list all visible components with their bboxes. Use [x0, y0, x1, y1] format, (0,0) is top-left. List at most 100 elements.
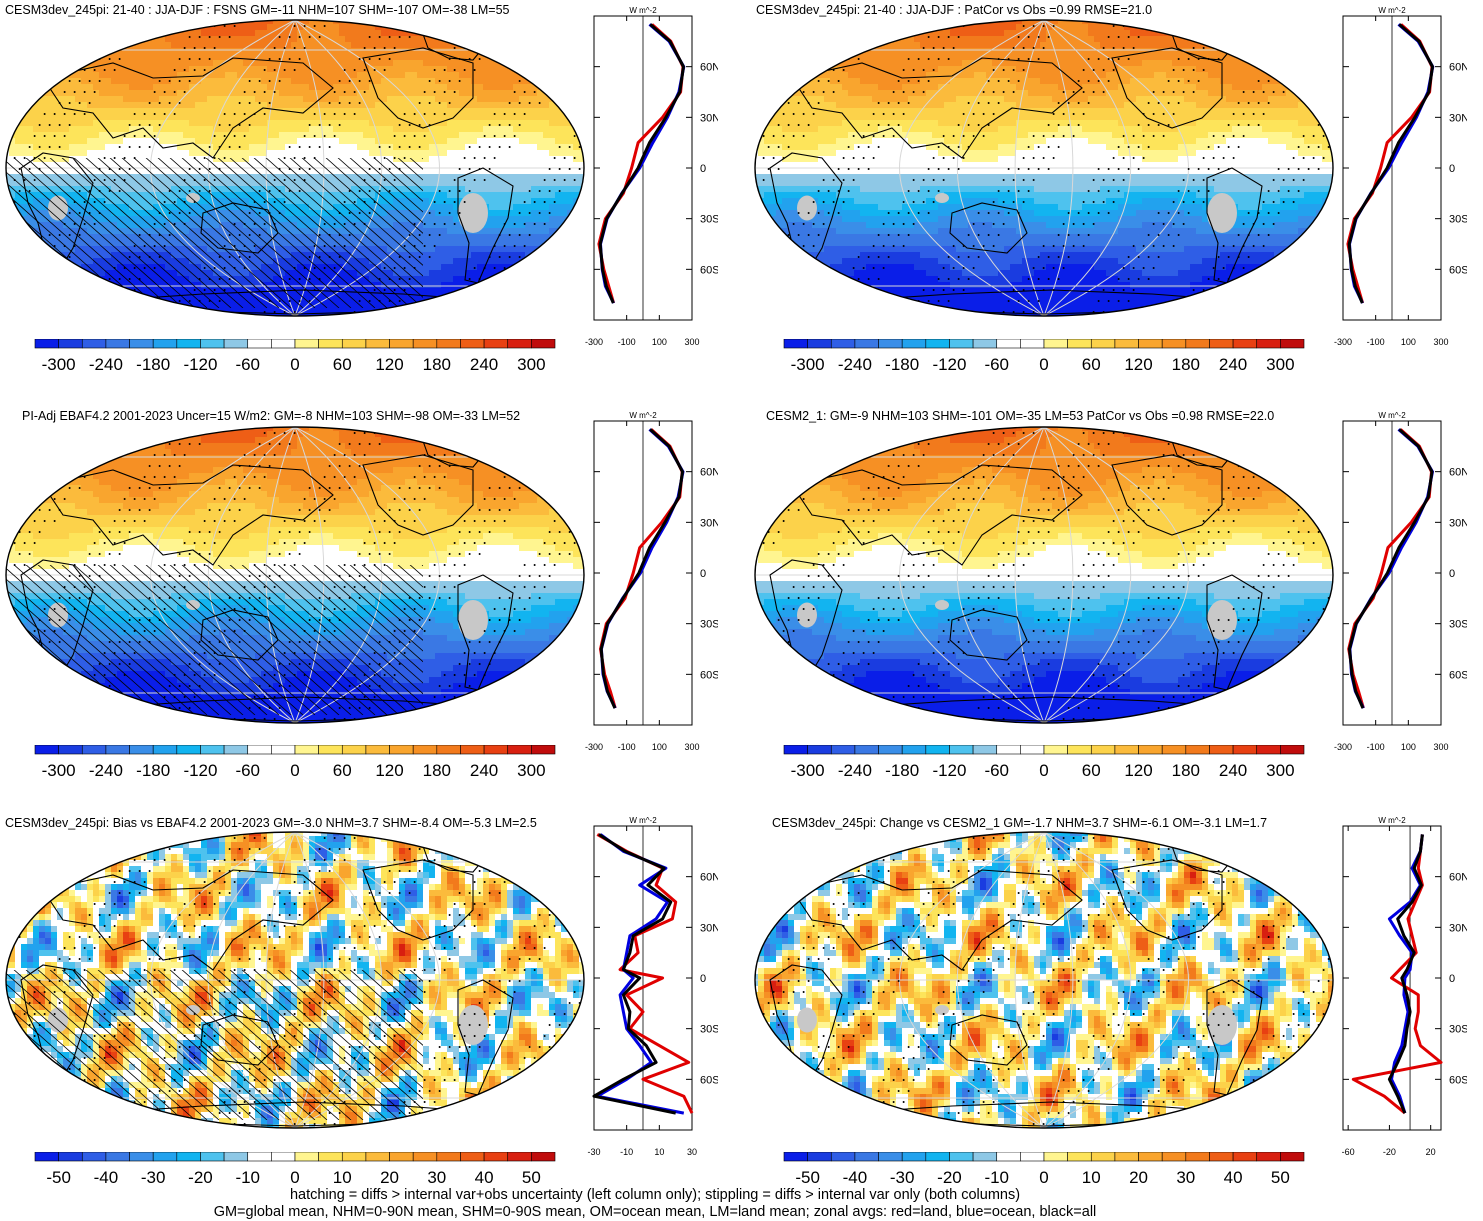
- panel-1-title: CESM3dev_245pi: 21-40 : JJA-DJF : FSNS G…: [5, 3, 510, 17]
- zonal-units-label: W m^-2: [629, 6, 657, 15]
- colorbar-swatch: [531, 745, 556, 755]
- zonal-units-label: W m^-2: [629, 816, 657, 825]
- colorbar-tick-label: 20: [1129, 1168, 1148, 1187]
- colorbar-tick-label: -300: [42, 761, 76, 780]
- panel-3-colorbar: -300 -240 -180 -120 -60 0 60 120 180 240 300: [34, 745, 556, 780]
- colorbar-tick-label: -10: [984, 1168, 1009, 1187]
- colorbar-swatch: [34, 745, 59, 755]
- colorbar-swatch: [223, 1152, 249, 1162]
- colorbar-swatch: [1067, 745, 1092, 755]
- footer-legend-note: GM=global mean, NHM=0-90N mean, SHM=0-90…: [0, 1204, 1310, 1220]
- colorbar-tick-label: 300: [517, 355, 545, 374]
- zonal-y-tick-label: 60N: [700, 872, 718, 884]
- colorbar-swatch: [129, 339, 154, 349]
- colorbar-swatch: [1020, 339, 1045, 349]
- colorbar-swatch: [58, 1152, 83, 1162]
- colorbar-swatch: [318, 745, 343, 755]
- zonal-units-label: W m^-2: [629, 411, 657, 420]
- colorbar-swatch: [129, 1152, 154, 1162]
- zonal-x-tick-label: -60: [1342, 1147, 1355, 1157]
- colorbar-swatch: [152, 1152, 178, 1162]
- zonal-series-line: [1387, 834, 1424, 1114]
- colorbar-tick-label: 30: [1176, 1168, 1195, 1187]
- colorbar-swatch: [996, 1152, 1021, 1162]
- colorbar-swatch: [925, 745, 950, 755]
- colorbar-swatch: [783, 1152, 808, 1162]
- panel-6-title: CESM3dev_245pi: Change vs CESM2_1 GM=-1.…: [772, 816, 1267, 830]
- colorbar-swatch: [389, 1152, 414, 1162]
- colorbar-tick-label: -300: [791, 355, 825, 374]
- colorbar-tick-label: -120: [183, 761, 217, 780]
- colorbar-tick-label: 300: [517, 761, 545, 780]
- colorbar-swatch: [1280, 1152, 1305, 1162]
- colorbar-swatch: [972, 1152, 998, 1162]
- panel-5-map: [5, 831, 585, 1129]
- colorbar-swatch: [1232, 339, 1258, 349]
- colorbar-tick-label: -180: [885, 761, 919, 780]
- colorbar-swatch: [996, 745, 1021, 755]
- zonal-y-tick-label: 0: [700, 973, 706, 985]
- colorbar-tick-label: 240: [470, 761, 498, 780]
- colorbar-swatch: [1114, 745, 1139, 755]
- colorbar-tick-label: 0: [290, 355, 299, 374]
- colorbar-swatch: [830, 745, 856, 755]
- colorbar-swatch: [807, 745, 832, 755]
- colorbar-swatch: [1020, 745, 1045, 755]
- colorbar-tick-label: -60: [984, 355, 1009, 374]
- colorbar-swatch: [389, 339, 414, 349]
- colorbar-tick-label: 120: [375, 355, 403, 374]
- colorbar-tick-label: -180: [885, 355, 919, 374]
- colorbar-swatch: [1043, 745, 1068, 755]
- colorbar-swatch: [949, 745, 974, 755]
- colorbar-swatch: [1067, 1152, 1092, 1162]
- colorbar-swatch: [58, 745, 83, 755]
- zonal-x-tick-label: -300: [1334, 337, 1352, 347]
- colorbar-tick-label: -20: [937, 1168, 962, 1187]
- zonal-y-tick-label: 60S: [700, 1074, 718, 1086]
- colorbar-tick-label: 240: [1219, 761, 1247, 780]
- colorbar-tick-label: 0: [1039, 1168, 1048, 1187]
- zonal-units-label: W m^-2: [1378, 411, 1406, 420]
- zonal-y-tick-label: 30N: [1449, 922, 1467, 934]
- colorbar-tick-label: 60: [333, 761, 352, 780]
- colorbar-swatch: [200, 339, 225, 349]
- colorbar-swatch: [1114, 339, 1139, 349]
- colorbar-swatch: [105, 339, 130, 349]
- colorbar-swatch: [1280, 745, 1305, 755]
- colorbar-swatch: [483, 339, 509, 349]
- colorbar-tick-label: 240: [1219, 355, 1247, 374]
- zonal-y-tick-label: 60S: [1449, 669, 1467, 681]
- zonal-y-tick-label: 0: [1449, 568, 1455, 580]
- colorbar-tick-label: 50: [1271, 1168, 1290, 1187]
- colorbar-swatch: [294, 1152, 319, 1162]
- colorbar-tick-label: -40: [94, 1168, 119, 1187]
- colorbar-swatch: [200, 745, 225, 755]
- panel-4-zonal-avg: W m^-2 -300 -100 100 300 60N 30N 0 30S 60S: [1334, 411, 1467, 752]
- zonal-x-tick-label: 100: [1401, 742, 1416, 752]
- colorbar-swatch: [436, 339, 461, 349]
- zonal-x-tick-label: -100: [1367, 337, 1385, 347]
- zonal-x-tick-label: 300: [1433, 337, 1448, 347]
- zonal-y-tick-label: 30S: [1449, 1024, 1467, 1036]
- footer-hatching-note: hatching = diffs > internal var+obs unce…: [0, 1187, 1310, 1203]
- colorbar-tick-label: -240: [838, 355, 872, 374]
- colorbar-swatch: [412, 339, 438, 349]
- colorbar-tick-label: -50: [46, 1168, 71, 1187]
- colorbar-swatch: [152, 745, 178, 755]
- colorbar-swatch: [925, 339, 950, 349]
- colorbar-swatch: [1043, 1152, 1068, 1162]
- colorbar-swatch: [176, 1152, 201, 1162]
- colorbar-tick-label: -300: [791, 761, 825, 780]
- colorbar-swatch: [783, 745, 808, 755]
- colorbar-swatch: [1114, 1152, 1139, 1162]
- colorbar-swatch: [271, 1152, 296, 1162]
- colorbar-swatch: [34, 1152, 59, 1162]
- colorbar-swatch: [247, 1152, 272, 1162]
- colorbar-swatch: [129, 745, 154, 755]
- zonal-x-tick-label: 300: [684, 742, 699, 752]
- colorbar-swatch: [412, 1152, 438, 1162]
- zonal-units-label: W m^-2: [1378, 6, 1406, 15]
- colorbar-swatch: [365, 339, 390, 349]
- zonal-x-tick-label: 100: [652, 742, 667, 752]
- colorbar-swatch: [81, 1152, 107, 1162]
